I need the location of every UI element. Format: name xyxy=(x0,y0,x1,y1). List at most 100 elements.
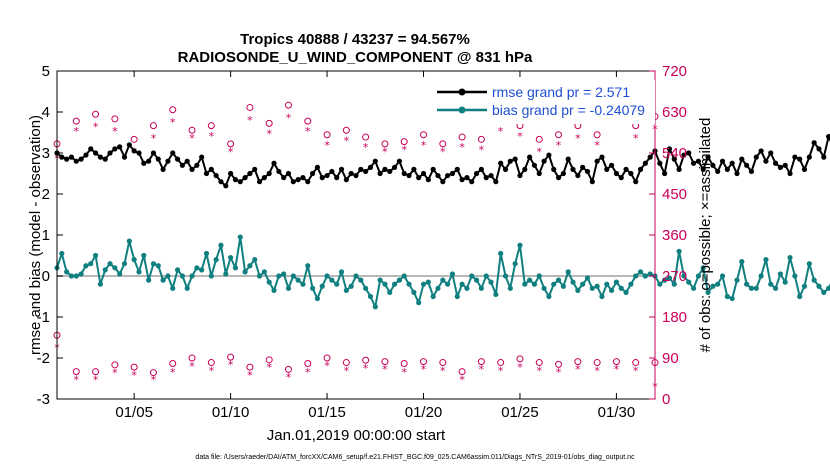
x-tick-label: 01/05 xyxy=(115,404,153,421)
rmse-point xyxy=(194,162,200,168)
bias-point xyxy=(483,273,489,279)
bias-point xyxy=(729,295,735,302)
rmse-point xyxy=(555,175,562,181)
rmse-point xyxy=(531,162,538,168)
bias-point xyxy=(411,289,417,295)
obs-assimilated-marker: * xyxy=(537,146,543,159)
obs-assimilated-marker: * xyxy=(537,364,543,377)
obs-possible-marker xyxy=(149,369,157,377)
obs-possible-marker xyxy=(458,368,466,376)
bias-point xyxy=(68,273,75,279)
rmse-point xyxy=(411,166,417,172)
rmse-point xyxy=(565,156,571,162)
obs-assimilated-marker: * xyxy=(286,112,292,125)
rmse-point xyxy=(165,158,171,164)
obs-possible-marker xyxy=(593,359,601,367)
obs-assimilated-marker: * xyxy=(363,141,369,154)
bias-point xyxy=(78,271,84,277)
rmse-point xyxy=(203,170,210,177)
rmse-point xyxy=(628,170,634,177)
bias-point xyxy=(594,283,600,289)
rmse-point xyxy=(305,179,311,185)
rmse-point xyxy=(367,164,374,170)
rmse-point xyxy=(343,177,349,183)
bias-point xyxy=(618,285,624,291)
bias-point xyxy=(160,277,166,283)
x-tick-label: 01/30 xyxy=(598,404,636,421)
rmse-point xyxy=(218,179,224,185)
bias-point xyxy=(734,277,740,283)
obs-assimilated-marker: * xyxy=(594,139,600,152)
obs-possible-marker xyxy=(130,363,138,371)
rmse-point xyxy=(237,179,243,185)
rmse-point xyxy=(498,160,504,166)
bias-point xyxy=(97,281,104,287)
rmse-point xyxy=(121,154,128,160)
rmse-point xyxy=(78,156,84,162)
obs-assimilated-marker: * xyxy=(575,363,581,376)
bias-point xyxy=(363,285,369,291)
bias-point xyxy=(580,281,586,287)
rmse-point xyxy=(671,156,677,162)
bias-point xyxy=(391,281,398,287)
bias-point xyxy=(150,261,157,267)
rmse-point xyxy=(816,146,822,152)
rmse-point xyxy=(575,172,581,179)
rmse-point xyxy=(420,170,427,177)
rmse-point xyxy=(155,156,161,162)
rmse-point xyxy=(777,164,783,170)
rmse-point xyxy=(782,162,788,168)
rmse-point xyxy=(522,166,528,172)
rmse-point xyxy=(295,177,301,183)
obs-assimilated-marker: * xyxy=(344,134,350,147)
rmse-point xyxy=(811,140,817,146)
rmse-point xyxy=(584,168,591,175)
rmse-point xyxy=(92,150,99,156)
bias-point xyxy=(719,273,726,279)
rmse-point xyxy=(334,175,340,181)
rmse-point xyxy=(430,166,436,172)
obs-assimilated-marker: * xyxy=(74,374,80,387)
rmse-point xyxy=(68,154,75,160)
x-tick-label: 01/20 xyxy=(405,404,443,421)
obs-assimilated-marker: * xyxy=(594,364,600,377)
obs-assimilated-marker: * xyxy=(266,361,272,374)
obs-possible-marker xyxy=(72,117,80,125)
obs-possible-marker xyxy=(535,135,543,143)
obs-assimilated-marker: * xyxy=(498,125,504,138)
bias-point xyxy=(782,279,788,285)
bias-point xyxy=(88,261,94,267)
rmse-point xyxy=(319,175,325,181)
bias-point xyxy=(763,257,769,263)
obs-assimilated-marker: * xyxy=(305,366,311,379)
rmse-point xyxy=(242,175,248,181)
obs-possible-marker xyxy=(111,115,119,123)
obs-possible-marker xyxy=(555,360,563,368)
rmse-point xyxy=(454,166,460,172)
bias-point xyxy=(454,293,460,300)
rmse-point xyxy=(681,152,687,158)
bias-point xyxy=(146,277,152,283)
rmse-point xyxy=(507,158,513,164)
bias-point xyxy=(319,283,325,289)
rmse-point xyxy=(536,170,542,177)
obs-assimilated-marker: * xyxy=(93,374,99,387)
bias-point xyxy=(512,261,518,267)
bias-point xyxy=(203,250,210,257)
rmse-point xyxy=(734,170,740,177)
obs-possible-marker xyxy=(477,358,485,366)
rmse-point xyxy=(449,170,456,177)
rmse-point xyxy=(353,172,359,179)
bias-point xyxy=(676,248,682,254)
obs-possible-marker xyxy=(265,356,273,364)
y-right-tick-label: 270 xyxy=(662,268,687,285)
bias-point xyxy=(531,281,538,287)
obs-assimilated-marker: * xyxy=(556,139,562,152)
x-tick-label: 01/10 xyxy=(212,404,250,421)
obs-assimilated-marker: * xyxy=(363,362,369,375)
legend-bias-label: bias grand pr = -0.24079 xyxy=(492,102,645,118)
legend-rmse-label: rmse grand pr = 2.571 xyxy=(492,84,630,100)
bias-point xyxy=(792,273,798,279)
bias-point xyxy=(748,285,755,291)
rmse-point xyxy=(88,146,94,152)
